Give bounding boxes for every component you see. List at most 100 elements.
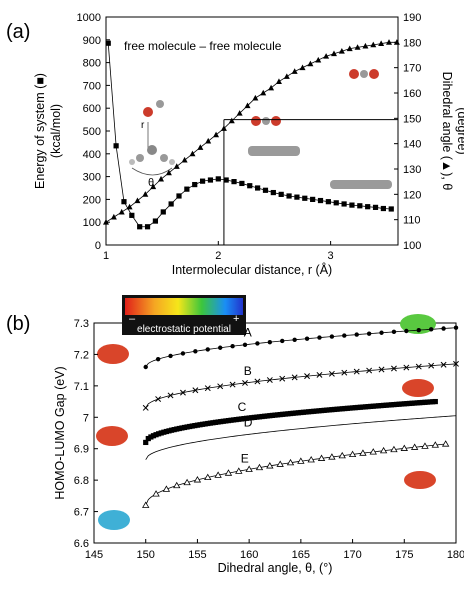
inset-r-label: r [141, 120, 145, 131]
square-data-point [255, 185, 261, 191]
series-B-data-point [316, 371, 323, 378]
series-A-data-point [441, 326, 446, 331]
molecule-image-2 [251, 116, 281, 126]
right-y-tick-label: 190 [403, 12, 421, 24]
series-E-data-point [307, 455, 315, 463]
square-data-point [341, 201, 347, 207]
x-tick-label: 180 [447, 549, 464, 561]
square-data-point [184, 186, 190, 192]
triangle-data-point [173, 163, 180, 169]
square-data-point [380, 205, 386, 212]
series-E-data-point [338, 451, 346, 459]
series-E-data-point [266, 462, 274, 469]
right-y-tick-label: 160 [403, 88, 421, 100]
series-E-data-point [183, 478, 191, 486]
series-A-data-point [416, 327, 421, 333]
x-tick-label: 175 [395, 549, 413, 561]
series-C-data-point [432, 398, 438, 405]
series-B-data-point [155, 396, 162, 403]
series-B-data-point [167, 392, 174, 399]
x-tick-label: 160 [240, 549, 258, 561]
square-data-point [357, 203, 363, 209]
series-E-data-point [421, 442, 429, 449]
square-data-point [223, 177, 229, 183]
y-tick-label: 7.3 [74, 318, 89, 330]
triangle-data-point [393, 39, 400, 45]
x-tick-label: 145 [85, 549, 103, 561]
series-E-data-point [193, 476, 202, 483]
series-A-data-point [428, 327, 434, 332]
series-B-data-point [328, 370, 335, 377]
left-y-tick-label: 900 [83, 35, 101, 47]
square-data-point [247, 183, 253, 189]
series-B-label: B [244, 364, 252, 378]
right-y-tick-label: 140 [403, 139, 421, 151]
series-E-data-point [276, 460, 284, 467]
right-y-tick-label: 150 [403, 113, 421, 125]
series-E-data-point [297, 457, 305, 464]
triangle-data-point [142, 191, 149, 197]
x-tick-label: 165 [292, 549, 310, 561]
series-C-label: C [238, 400, 247, 414]
orbital-image-left-3 [98, 510, 130, 530]
series-E-data-point [162, 485, 171, 492]
triangle-data-point [158, 175, 165, 182]
series-B-data-point [242, 380, 248, 386]
series-A-data-point [453, 325, 459, 330]
triangle-data-point [307, 60, 314, 67]
series-B-line [145, 363, 457, 409]
square-data-point [365, 204, 371, 210]
orbital-image-right-2 [402, 379, 434, 397]
x-tick-label: 150 [137, 549, 155, 561]
series-D-label: D [244, 416, 253, 430]
square-data-point [388, 206, 394, 212]
series-E-data-point [214, 471, 222, 478]
series-B-data-point [291, 374, 298, 381]
panel-b-chart: (b) – + electrostatic potential 145 150 15… [6, 295, 464, 575]
square-data-point [262, 187, 269, 193]
triangle-data-point [346, 45, 353, 52]
series-E-data-point [317, 454, 326, 461]
square-data-point [144, 224, 151, 230]
square-data-point [239, 180, 245, 187]
triangle-data-point [126, 203, 133, 210]
series-E-data-point [400, 444, 408, 451]
series-A-label: A [244, 325, 252, 339]
series-A-data-point [180, 351, 186, 356]
panel-a-x-axis-label: Intermolecular distance, r (Å) [172, 262, 332, 277]
series-A-data-point [155, 356, 161, 362]
series-E-data-point [369, 448, 377, 455]
square-data-point [105, 40, 111, 46]
panel-b-x-axis-label: Dihedral angle, θ, (°) [218, 561, 333, 575]
square-data-point [302, 195, 308, 201]
triangle-data-point [378, 40, 385, 46]
triangle-data-point [228, 117, 235, 124]
colorbar-min-label: – [129, 313, 136, 325]
square-data-point [137, 224, 143, 230]
series-E-data-point [204, 473, 212, 481]
series-B-data-point [254, 378, 261, 385]
series-E-data-point [142, 501, 150, 508]
panel-a-right-axis-label-line2: (degree) [455, 107, 464, 154]
series-A-data-point [267, 339, 273, 345]
series-B-data-point [341, 369, 348, 376]
x-tick-label: 170 [343, 549, 361, 561]
y-tick-label: 6.9 [74, 444, 89, 456]
series-C-data-point [143, 439, 149, 446]
square-data-point [294, 194, 300, 200]
series-A-data-point [168, 353, 173, 359]
series-E-data-point [348, 450, 357, 457]
series-B-data-point [415, 363, 422, 370]
square-data-point [349, 202, 355, 208]
square-data-point [168, 201, 174, 207]
square-data-point [121, 199, 127, 205]
square-data-point [278, 191, 284, 197]
square-data-point [199, 178, 206, 184]
square-data-point [231, 179, 237, 185]
series-B-data-point [229, 381, 236, 388]
series-B-data-point [378, 366, 385, 373]
series-A-data-point [354, 332, 359, 337]
series-A-data-point [242, 342, 248, 347]
left-y-tick-label: 800 [83, 58, 101, 70]
colorbar-label: electrostatic potential [137, 324, 231, 335]
